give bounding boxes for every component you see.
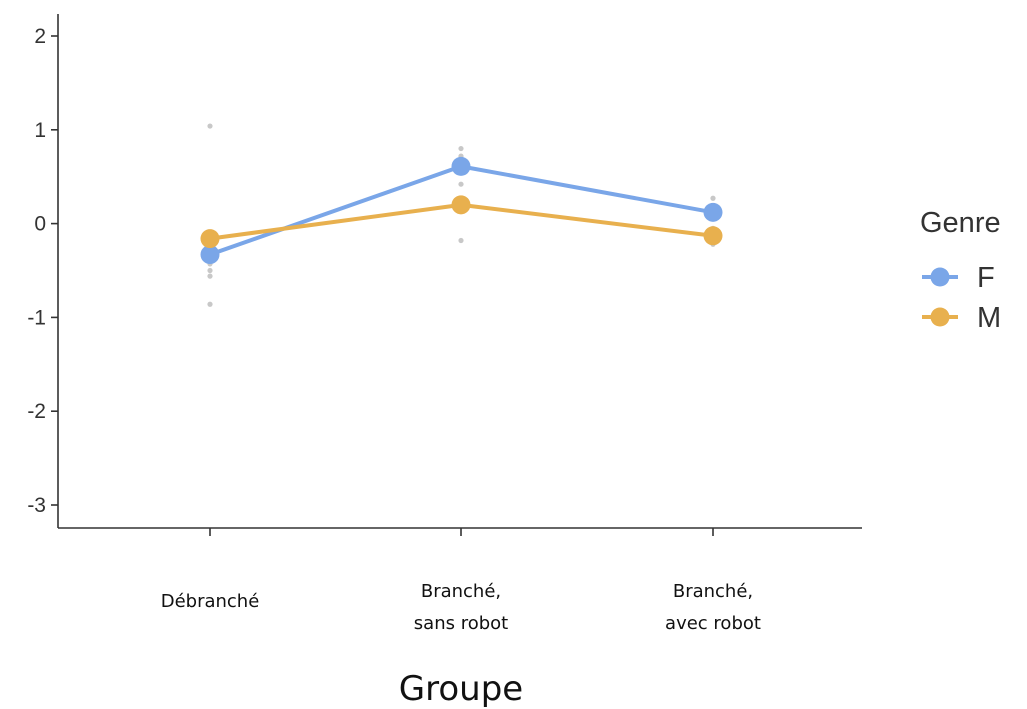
series-point-M [703,226,723,246]
x-axis-label: Groupe [399,669,523,709]
x-tick-label: avec robot [665,613,761,634]
legend-title: Genre [920,207,1001,239]
legend-key-dot [930,307,950,327]
raw-data-point [207,123,213,129]
series-point-F [703,202,723,222]
y-tick-label: -3 [27,494,46,517]
x-tick-label: Débranché [161,591,260,612]
series-point-M [451,195,471,215]
y-tick-label: 0 [34,213,46,236]
raw-data-point [458,145,464,152]
axes: -3 -2 -1 0 1 2 Débranché Branché, sans robot Bran… [27,14,862,709]
raw-points [207,123,716,307]
legend: Genre FM [920,207,1001,334]
legend-label-M: M [977,302,1001,334]
x-tick-label: Branché, [673,581,753,602]
raw-data-point [458,181,464,187]
series-markers [200,156,723,265]
y-tick-label: -1 [27,306,46,329]
series-point-F [200,245,220,265]
raw-data-point [207,267,213,274]
raw-data-point [207,273,213,279]
x-tick-label: Branché, [421,581,501,602]
series-point-F [451,156,471,176]
x-tick-label: sans robot [414,613,508,634]
series-point-M [200,229,220,249]
y-tick-label: -2 [27,400,46,423]
legend-label-F: F [977,262,995,294]
raw-data-point [710,195,716,201]
raw-data-point [458,237,464,244]
y-tick-label: 1 [34,119,46,142]
raw-data-point [207,301,213,307]
y-tick-label: 2 [34,25,46,48]
legend-key-dot [930,267,950,287]
